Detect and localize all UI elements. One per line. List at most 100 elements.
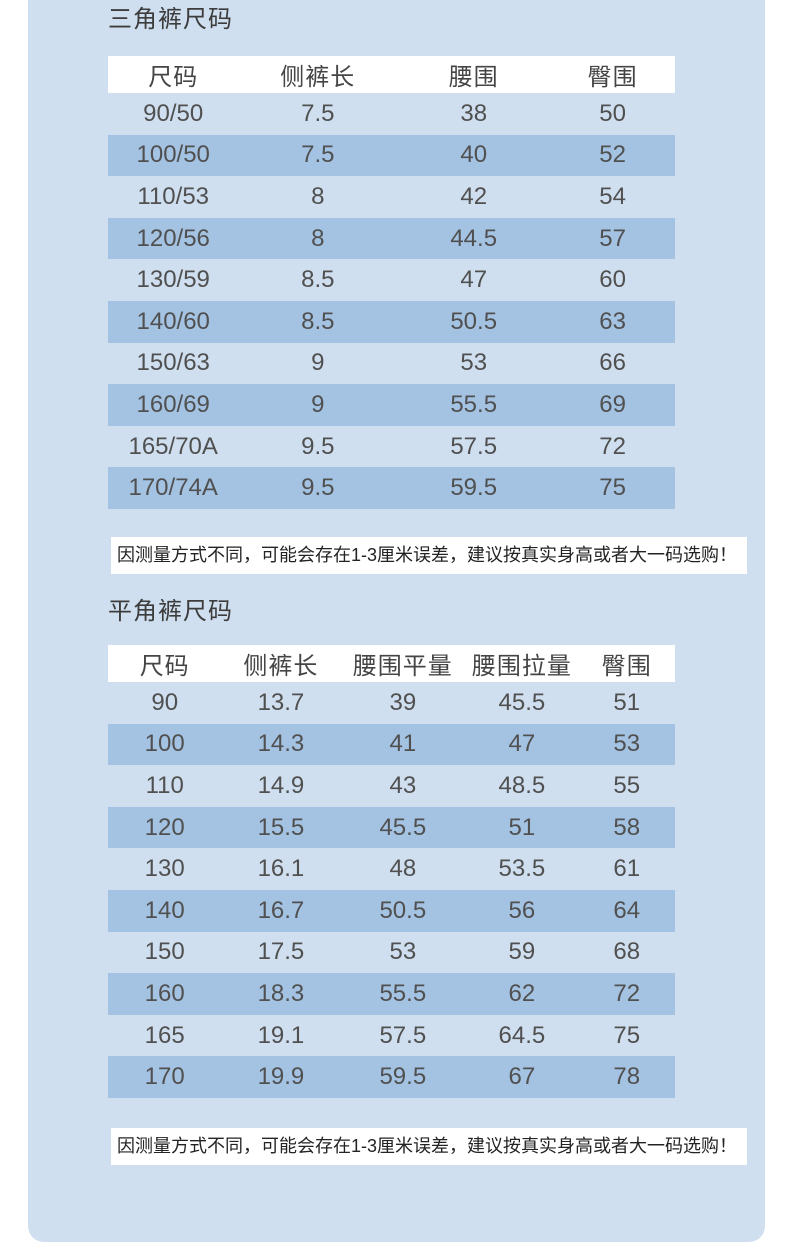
- column-header: 臀围: [601, 653, 652, 680]
- cell: 53: [613, 730, 641, 758]
- column-header: 尺码: [139, 653, 190, 680]
- cell: 60: [599, 266, 626, 294]
- cell: 53: [460, 349, 488, 377]
- cell: 130/59: [136, 266, 210, 294]
- cell: 8.5: [301, 307, 335, 335]
- column-header: 腰围拉量: [471, 653, 572, 680]
- cell: 75: [599, 474, 626, 502]
- cell: 56: [508, 896, 536, 924]
- cell: 52: [599, 141, 626, 169]
- cell: 57.5: [379, 1021, 427, 1049]
- cell: 120/56: [136, 224, 210, 252]
- table-header-row: 尺码 侧裤长 腰围 臀围: [108, 56, 675, 93]
- table-row: 170 19.9 59.5 67 78: [108, 1056, 675, 1098]
- cell: 140: [144, 896, 185, 924]
- table-row: 160 18.3 55.5 62 72: [108, 973, 675, 1015]
- cell: 64: [613, 896, 641, 924]
- cell: 45.5: [498, 688, 546, 716]
- cell: 68: [613, 938, 641, 966]
- cell: 165: [144, 1021, 185, 1049]
- cell: 55.5: [379, 979, 427, 1007]
- table-row: 100 14.3 41 47 53: [108, 723, 675, 766]
- cell: 58: [613, 813, 641, 841]
- cell: 100/50: [136, 141, 210, 169]
- cell: 54: [599, 182, 626, 210]
- cell: 42: [460, 182, 488, 210]
- column-header: 尺码: [148, 64, 199, 91]
- column-header: 臀围: [587, 64, 638, 91]
- column-header: 腰围: [448, 64, 499, 91]
- cell: 110: [145, 771, 184, 799]
- table-row: 150 17.5 53 59 68: [108, 931, 675, 974]
- cell: 47: [460, 266, 488, 294]
- cell: 53.5: [498, 855, 546, 883]
- cell: 9: [311, 390, 325, 418]
- cell: 41: [389, 730, 417, 758]
- cell: 7.5: [301, 141, 335, 169]
- cell: 40: [460, 141, 488, 169]
- cell: 50.5: [379, 896, 427, 924]
- cell: 16.7: [257, 896, 305, 924]
- cell: 57.5: [450, 432, 498, 460]
- cell: 8.5: [301, 266, 335, 294]
- cell: 38: [460, 99, 488, 127]
- table-row: 170/74A 9.5 59.5 75: [108, 467, 675, 509]
- cell: 50.5: [450, 307, 498, 335]
- cell: 51: [613, 688, 641, 716]
- table-row: 110/53 8 42 54: [108, 176, 675, 218]
- cell: 9.5: [301, 432, 335, 460]
- boxers-measurement-note: 因测量方式不同，可能会存在1-3厘米误差，建议按真实身高或者大一码选购！: [111, 1128, 747, 1165]
- column-header: 侧裤长: [243, 653, 319, 680]
- table-row: 120 15.5 45.5 51 58: [108, 806, 675, 849]
- table-row: 150/63 9 53 66: [108, 342, 675, 385]
- cell: 63: [599, 307, 626, 335]
- cell: 53: [389, 938, 417, 966]
- cell: 8: [311, 182, 325, 210]
- cell: 14.3: [257, 730, 305, 758]
- cell: 66: [599, 349, 626, 377]
- cell: 17.5: [257, 938, 305, 966]
- cell: 50: [599, 99, 626, 127]
- cell: 8: [311, 224, 325, 252]
- cell: 59: [508, 938, 536, 966]
- cell: 55.5: [450, 390, 498, 418]
- table-row: 100/50 7.5 40 52: [108, 134, 675, 177]
- cell: 18.3: [257, 979, 305, 1007]
- cell: 19.9: [257, 1063, 305, 1091]
- cell: 59.5: [379, 1063, 427, 1091]
- cell: 15.5: [257, 813, 305, 841]
- cell: 120: [144, 813, 185, 841]
- column-header: 侧裤长: [280, 64, 356, 91]
- table-header-row: 尺码 侧裤长 腰围平量 腰围拉量 臀围: [108, 645, 675, 682]
- cell: 69: [599, 390, 626, 418]
- cell: 16.1: [257, 855, 305, 883]
- cell: 9.5: [301, 474, 335, 502]
- cell: 39: [389, 688, 417, 716]
- table-row: 165/70A 9.5 57.5 72: [108, 425, 675, 468]
- cell: 51: [508, 813, 536, 841]
- cell: 67: [508, 1063, 536, 1091]
- cell: 78: [613, 1063, 641, 1091]
- briefs-section-title: 三角裤尺码: [108, 6, 233, 33]
- table-row: 110 14.9 43 48.5 55: [108, 765, 675, 807]
- cell: 59.5: [450, 474, 498, 502]
- cell: 170/74A: [128, 474, 218, 502]
- table-row: 130/59 8.5 47 60: [108, 259, 675, 301]
- cell: 57: [599, 224, 626, 252]
- cell: 62: [508, 979, 536, 1007]
- table-row: 140/60 8.5 50.5 63: [108, 300, 675, 343]
- table-row: 120/56 8 44.5 57: [108, 217, 675, 260]
- cell: 160/69: [136, 390, 210, 418]
- cell: 100: [144, 730, 185, 758]
- boxers-size-table: 尺码 侧裤长 腰围平量 腰围拉量 臀围 90 13.7 39 45.5 51 100 14.3 41 47…: [108, 645, 675, 1098]
- cell: 44.5: [450, 224, 498, 252]
- briefs-size-table: 尺码 侧裤长 腰围 臀围 90/50 7.5 38 50 100/50 7.5 40 52 110/53…: [108, 56, 675, 509]
- cell: 14.9: [257, 771, 305, 799]
- table-row: 90 13.7 39 45.5 51: [108, 682, 675, 724]
- cell: 13.7: [257, 688, 305, 716]
- cell: 64.5: [498, 1021, 546, 1049]
- cell: 90/50: [143, 99, 204, 127]
- briefs-measurement-note: 因测量方式不同，可能会存在1-3厘米误差，建议按真实身高或者大一码选购！: [111, 537, 747, 574]
- table-row: 90/50 7.5 38 50: [108, 93, 675, 135]
- cell: 43: [389, 771, 417, 799]
